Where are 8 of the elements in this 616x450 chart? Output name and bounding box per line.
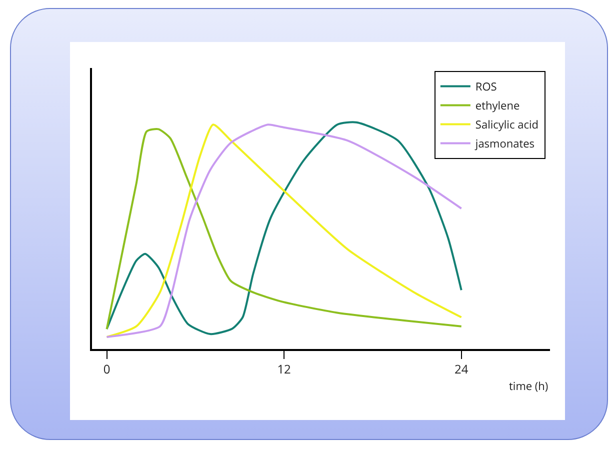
x-tick-label: 12	[277, 360, 292, 378]
x-tick-label: 0	[103, 360, 110, 378]
legend-label: ethylene	[475, 98, 520, 114]
x-tick-label: 24	[454, 360, 468, 378]
legend-label: ROS	[475, 80, 497, 95]
x-axis-title: time (h)	[509, 379, 548, 394]
legend-label: Salicylic acid	[475, 118, 538, 133]
legend-label: jasmonates	[474, 136, 535, 152]
